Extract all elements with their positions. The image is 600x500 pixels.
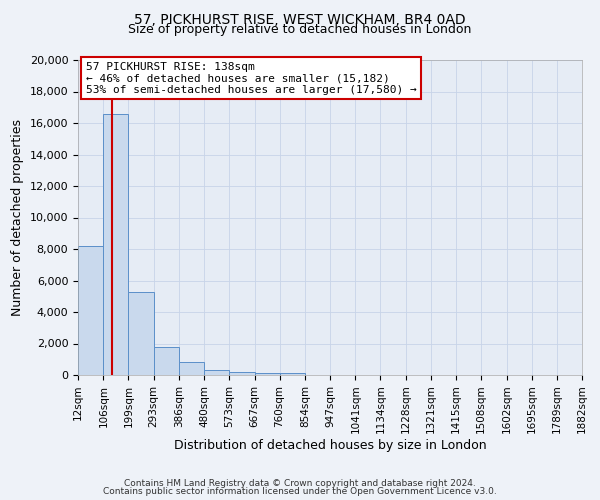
- Bar: [179, 362, 204, 375]
- Y-axis label: Number of detached properties: Number of detached properties: [11, 119, 24, 316]
- Bar: [103, 114, 128, 375]
- Bar: [229, 372, 254, 375]
- Bar: [280, 374, 305, 375]
- Text: Size of property relative to detached houses in London: Size of property relative to detached ho…: [128, 22, 472, 36]
- Bar: [254, 374, 280, 375]
- Text: 57 PICKHURST RISE: 138sqm
← 46% of detached houses are smaller (15,182)
53% of s: 57 PICKHURST RISE: 138sqm ← 46% of detac…: [86, 62, 416, 95]
- Bar: [128, 292, 154, 375]
- Text: 57, PICKHURST RISE, WEST WICKHAM, BR4 0AD: 57, PICKHURST RISE, WEST WICKHAM, BR4 0A…: [134, 12, 466, 26]
- Text: Contains public sector information licensed under the Open Government Licence v3: Contains public sector information licen…: [103, 487, 497, 496]
- Bar: [78, 246, 103, 375]
- Text: Contains HM Land Registry data © Crown copyright and database right 2024.: Contains HM Land Registry data © Crown c…: [124, 478, 476, 488]
- Bar: [154, 346, 179, 375]
- X-axis label: Distribution of detached houses by size in London: Distribution of detached houses by size …: [173, 439, 487, 452]
- Bar: [204, 370, 229, 375]
